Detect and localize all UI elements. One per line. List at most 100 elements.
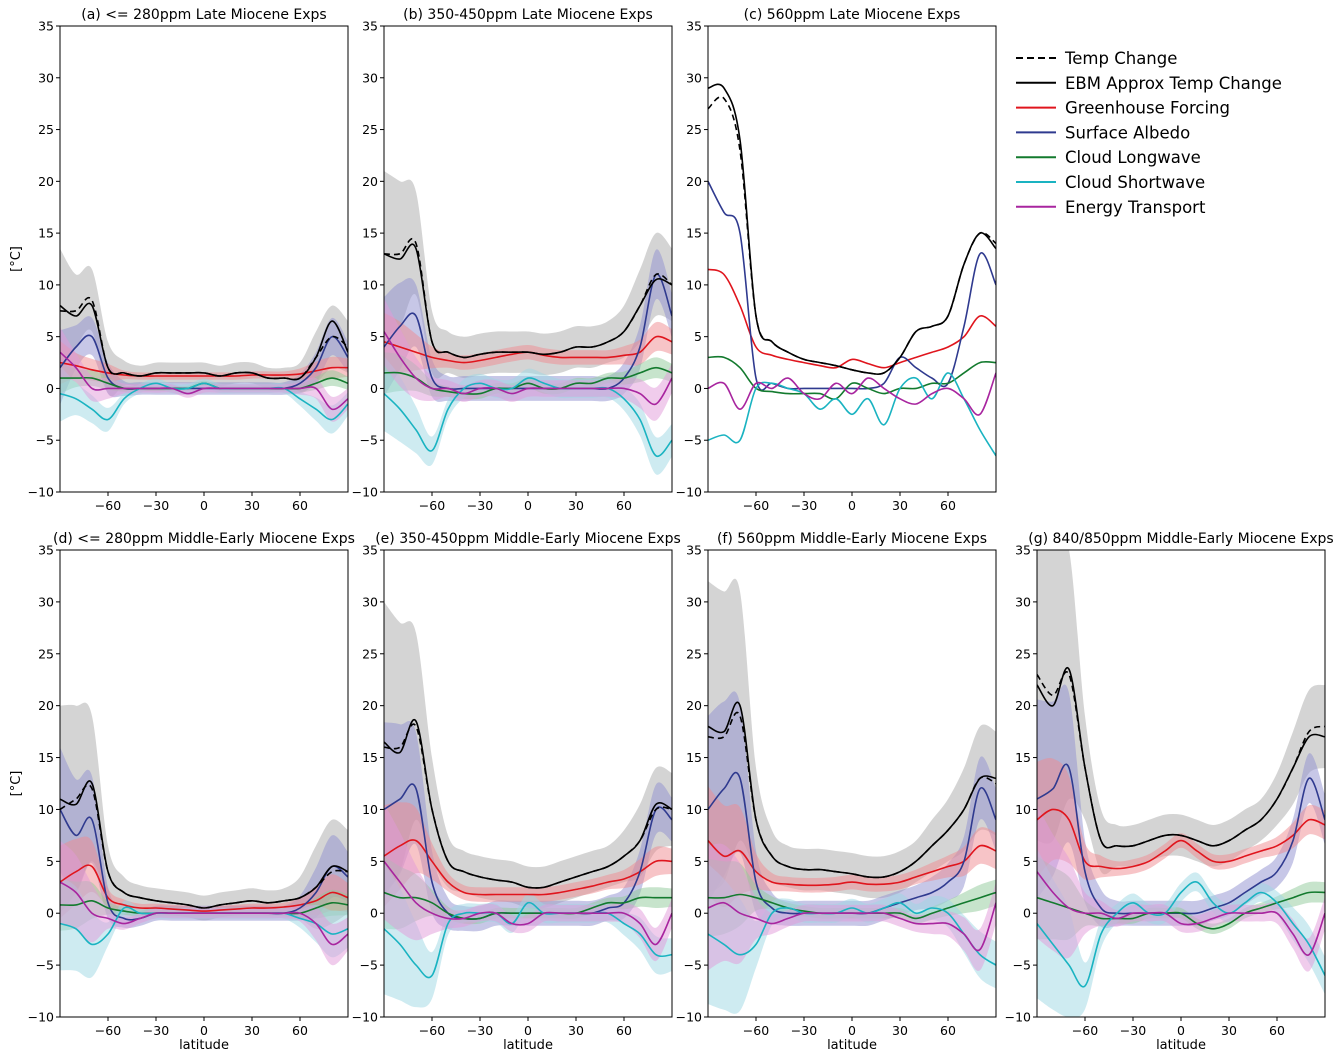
band-temp-change-f [708, 578, 996, 899]
ytick-label: −5 [684, 958, 702, 973]
band-energy-transport-g [1037, 805, 1325, 972]
ytick-label: −10 [352, 1010, 378, 1025]
xlabel-d: latitude [179, 1038, 229, 1053]
xtick-label: 60 [616, 498, 632, 513]
ytick-label: 15 [38, 750, 54, 765]
ytick-label: 35 [686, 19, 702, 34]
ytick-label: 20 [686, 174, 702, 189]
xtick-label: 60 [940, 498, 956, 513]
line-cloud-longwave-e [384, 891, 672, 920]
axes-frame-c [707, 25, 997, 493]
ytick-label: 20 [38, 174, 54, 189]
ytick-label: 30 [362, 70, 378, 85]
band-cloud-shortwave-f [708, 863, 996, 1014]
xtick-label: −60 [95, 498, 121, 513]
axes-frame-b [383, 25, 673, 493]
band-surface-albedo-e [384, 721, 672, 932]
ylabel-d: [°C] [9, 771, 24, 797]
xtick-label: −30 [143, 498, 169, 513]
ytick-label: 0 [46, 381, 54, 396]
ytick-label: 15 [1015, 750, 1031, 765]
panel-title-f: (f) 560ppm Middle-Early Miocene Exps [717, 531, 987, 547]
xtick-label: −60 [95, 1023, 121, 1038]
ytick-label: 0 [46, 906, 54, 921]
ytick-label: 5 [370, 329, 378, 344]
ytick-label: 0 [370, 906, 378, 921]
xtick-label: 60 [292, 1023, 308, 1038]
xtick-label: 0 [524, 1023, 532, 1038]
band-temp-change-e [384, 601, 672, 909]
panel-c: −10 −5 0 5 10 15 20 25 30 35 −60 −30 0 30 60 (c) 560ppm… [676, 7, 997, 513]
panel-title-b: (b) 350-450ppm Late Miocene Exps [403, 7, 653, 23]
ytick-label: 25 [362, 122, 378, 137]
xtick-label: 30 [892, 498, 908, 513]
ytick-label: 5 [1023, 854, 1031, 869]
ytick-label: 10 [1015, 802, 1031, 817]
xtick-label: −30 [467, 498, 493, 513]
legend-item: EBM Approx Temp Change [1016, 74, 1282, 93]
ytick-label: 10 [362, 802, 378, 817]
line-greenhouse-forcing-d [60, 864, 348, 912]
plot-area-f [708, 578, 996, 1014]
ytick-label: 30 [686, 70, 702, 85]
band-surface-albedo-f [708, 691, 996, 927]
ytick-label: 5 [694, 329, 702, 344]
band-temp-change-g [1037, 550, 1325, 875]
legend-item: Cloud Longwave [1016, 148, 1201, 167]
xtick-label: 30 [568, 1023, 584, 1038]
xtick-label: −30 [1120, 1023, 1146, 1038]
xtick-label: 30 [244, 1023, 260, 1038]
ytick-label: 35 [38, 543, 54, 558]
xtick-label: −60 [419, 1023, 445, 1038]
ytick-label: 15 [686, 750, 702, 765]
legend-label: Greenhouse Forcing [1065, 99, 1230, 118]
ytick-label: 30 [38, 70, 54, 85]
band-energy-transport-e [384, 803, 672, 962]
xtick-label: 60 [292, 498, 308, 513]
band-surface-albedo-g [1037, 684, 1325, 929]
xtick-label: 0 [200, 1023, 208, 1038]
line-energy-transport-a [60, 351, 348, 411]
xtick-label: 30 [1221, 1023, 1237, 1038]
ytick-label: 0 [1023, 906, 1031, 921]
plot-area-a [60, 248, 348, 434]
band-cloud-shortwave-d [60, 876, 348, 979]
xtick-label: −30 [791, 1023, 817, 1038]
ytick-label: 30 [686, 594, 702, 609]
ytick-label: 0 [694, 906, 702, 921]
ytick-label: −10 [28, 1010, 54, 1025]
ytick-label: −10 [28, 485, 54, 500]
xtick-label: −60 [1072, 1023, 1098, 1038]
panel-e: −10 −5 0 5 10 15 20 25 30 35 −60 −30 0 30 60 (e) 350-45… [352, 531, 681, 1053]
line-cloud-shortwave-e [384, 901, 672, 979]
panel-d: −10 −5 0 5 10 15 20 25 30 35 −60 −30 0 30 60 (d) <= 280… [9, 531, 355, 1053]
line-ebm-approx-temp-change-a [60, 302, 348, 381]
band-cloud-shortwave-e [384, 863, 672, 1008]
ytick-label: 35 [38, 19, 54, 34]
ytick-label: 25 [38, 122, 54, 137]
band-greenhouse-forcing-e [384, 802, 672, 907]
band-greenhouse-forcing-f [708, 786, 996, 908]
plot-area-e [384, 601, 672, 1008]
ytick-label: 10 [38, 277, 54, 292]
line-temp-change-d [60, 783, 348, 909]
line-temp-change-f [708, 711, 996, 879]
ytick-label: 20 [362, 698, 378, 713]
line-greenhouse-forcing-a [60, 361, 348, 377]
ytick-label: 15 [38, 226, 54, 241]
line-energy-transport-b [384, 331, 672, 406]
line-energy-transport-g [1037, 871, 1325, 956]
panels: −10 −5 0 5 10 15 20 25 30 35 −60 −30 0 30 60 (a) <= 280… [9, 7, 1334, 1053]
plot-area-b [384, 171, 672, 475]
xtick-label: 60 [940, 1023, 956, 1038]
xtick-label: −60 [419, 498, 445, 513]
line-temp-change-c [708, 96, 996, 375]
line-ebm-approx-temp-change-c [708, 83, 996, 375]
ytick-label: 30 [1015, 594, 1031, 609]
line-cloud-shortwave-a [60, 382, 348, 421]
xtick-label: 0 [848, 498, 856, 513]
xtick-label: 60 [616, 1023, 632, 1038]
ytick-label: 35 [1015, 543, 1031, 558]
line-energy-transport-c [708, 372, 996, 416]
